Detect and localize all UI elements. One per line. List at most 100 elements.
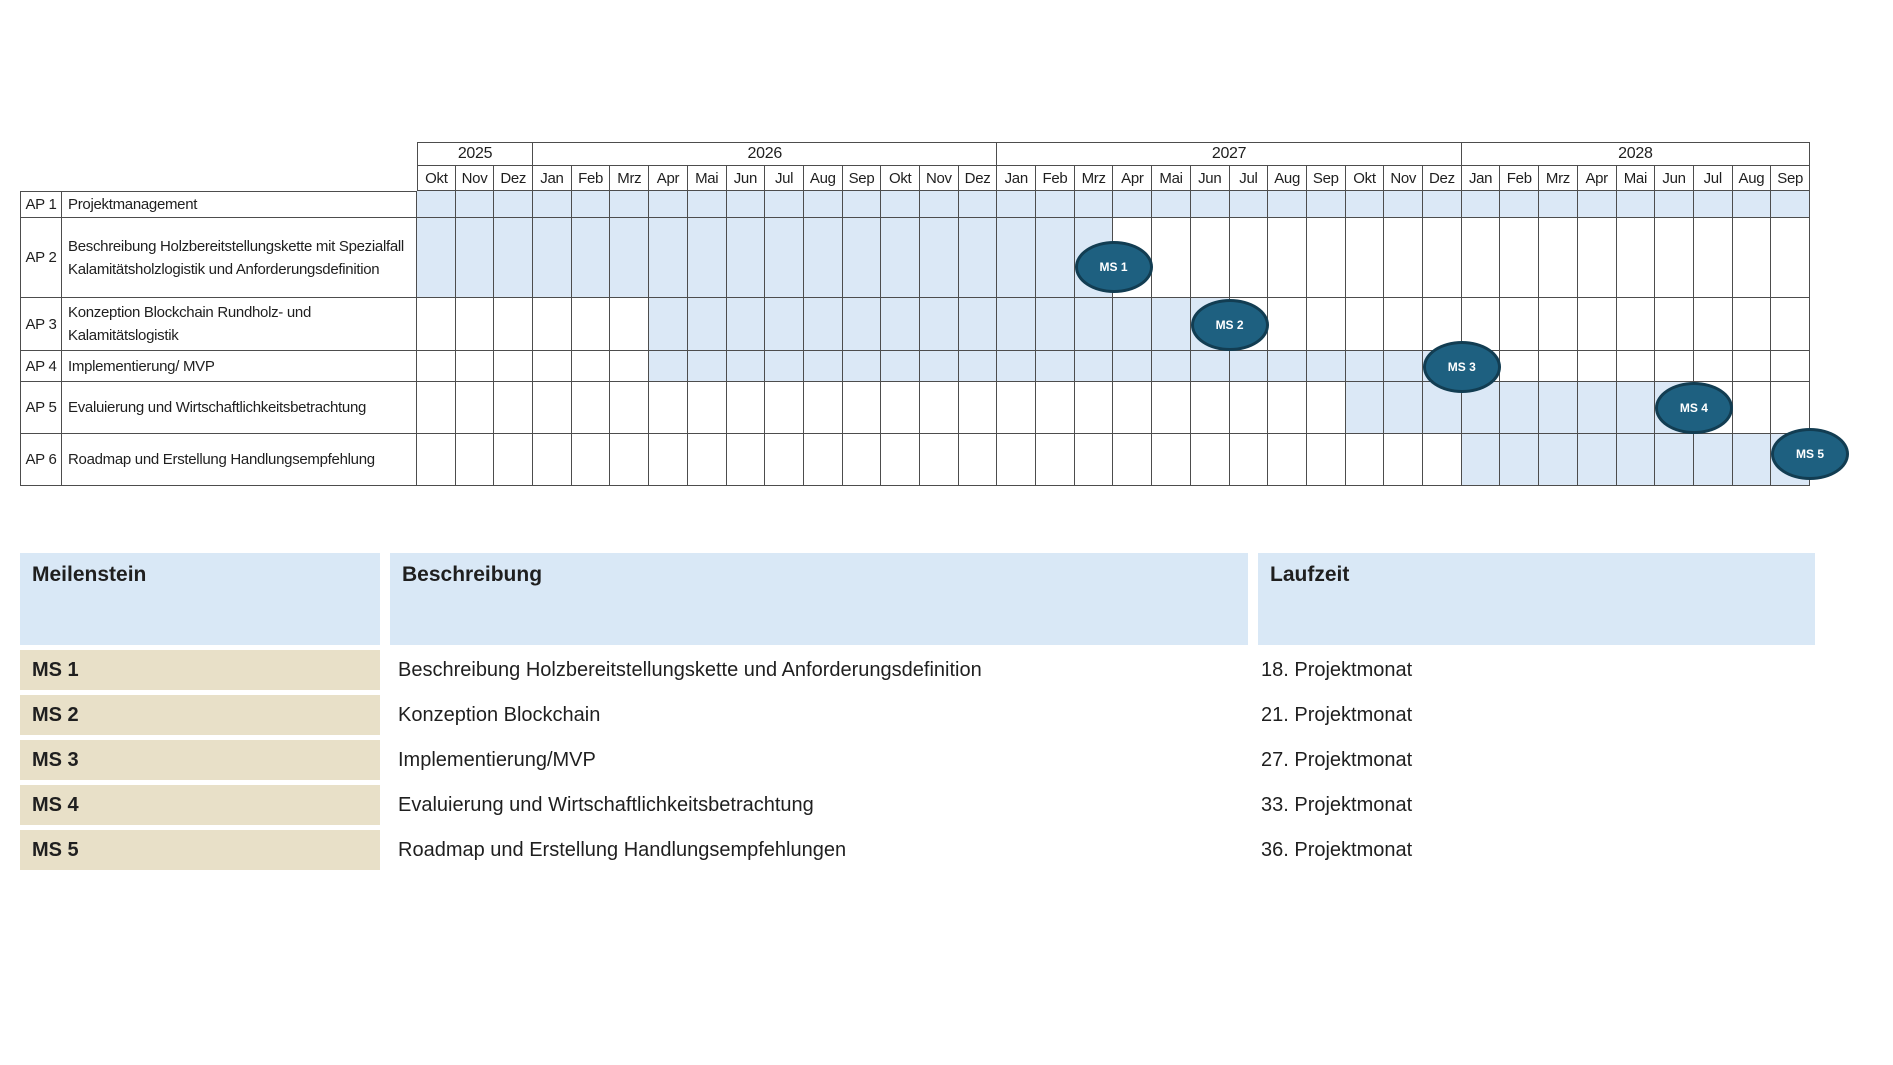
gantt-bar-cell: [881, 351, 921, 382]
gantt-bar-cell: [455, 191, 495, 218]
gantt-bar-cell: [1152, 351, 1191, 382]
milestone-description-cell: Roadmap und Erstellung Handlungsempfehlu…: [398, 838, 847, 861]
gantt-bar-cell: [1074, 298, 1114, 351]
gantt-bar-cell: [1539, 191, 1578, 218]
gantt-bar-cell: [1345, 191, 1385, 218]
gantt-empty-cell: [455, 351, 495, 382]
gantt-empty-cell: [1655, 351, 1694, 382]
milestone-description-cell: Evaluierung und Wirtschaftlichkeitsbetra…: [398, 793, 814, 816]
gantt-empty-cell: [1732, 298, 1772, 351]
gantt-bar-cell: [1732, 434, 1772, 486]
year-header-2028: 2028: [1461, 142, 1810, 166]
milestone-id-cell: MS 1: [20, 650, 380, 690]
gantt-bar-cell: [533, 191, 572, 218]
gantt-empty-cell: [997, 382, 1037, 434]
gantt-empty-cell: [1306, 298, 1346, 351]
gantt-empty-cell: [687, 434, 727, 486]
gantt-empty-cell: [1577, 351, 1617, 382]
gantt-bar-cell: [571, 191, 611, 218]
gantt-empty-cell: [1577, 218, 1617, 298]
gantt-bar-cell: [881, 218, 921, 298]
gantt-empty-cell: [726, 382, 766, 434]
month-header-cell: Nov: [1384, 166, 1424, 191]
gantt-empty-cell: [1190, 218, 1230, 298]
gantt-bar-cell: [765, 218, 804, 298]
milestone-id-cell: MS 2: [20, 695, 380, 735]
gantt-empty-cell: [1732, 351, 1772, 382]
gantt-bar-cell: [1655, 434, 1694, 486]
ap-row-id: AP 2: [20, 218, 62, 298]
gantt-empty-cell: [920, 382, 959, 434]
gantt-empty-cell: [455, 382, 495, 434]
gantt-empty-cell: [1152, 434, 1191, 486]
month-header-cell: Apr: [1577, 166, 1617, 191]
gantt-empty-cell: [1655, 218, 1694, 298]
gantt-empty-cell: [417, 382, 456, 434]
milestone-marker-ms1: MS 1: [1074, 241, 1153, 293]
gantt-empty-cell: [610, 298, 650, 351]
gantt-bar-cell: [997, 298, 1037, 351]
month-header-cell: Mrz: [1074, 166, 1114, 191]
gantt-empty-cell: [842, 382, 882, 434]
gantt-bar-cell: [687, 218, 727, 298]
gantt-empty-cell: [1036, 434, 1075, 486]
gantt-empty-cell: [842, 434, 882, 486]
gantt-bar-cell: [1113, 191, 1153, 218]
month-header-cell: Mai: [1152, 166, 1191, 191]
gantt-empty-cell: [1423, 434, 1462, 486]
milestone-table-row: MS 2 Konzeption Blockchain 21. Projektmona…: [20, 695, 1815, 735]
gantt-bar-cell: [1461, 434, 1501, 486]
ap-row-label: Implementierung/ MVP: [62, 351, 417, 382]
gantt-empty-cell: [803, 382, 843, 434]
gantt-bar-cell: [1229, 351, 1269, 382]
gantt-bar-cell: [958, 351, 998, 382]
gantt-bar-cell: [1771, 191, 1810, 218]
gantt-empty-cell: [726, 434, 766, 486]
gantt-bar-cell: [1152, 191, 1191, 218]
gantt-bar-cell: [1074, 351, 1114, 382]
month-header-cell: Aug: [1732, 166, 1772, 191]
gantt-bar-cell: [842, 218, 882, 298]
gantt-empty-cell: [1229, 382, 1269, 434]
month-header-cell: Jun: [1655, 166, 1694, 191]
gantt-bar-cell: [997, 191, 1037, 218]
gantt-empty-cell: [417, 351, 456, 382]
gantt-bar-cell: [1229, 191, 1269, 218]
milestone-table-header-row: Meilenstein Beschreibung Laufzeit: [20, 553, 1815, 645]
month-header-cell: Mrz: [1539, 166, 1578, 191]
gantt-empty-cell: [533, 351, 572, 382]
gantt-bar-cell: [726, 218, 766, 298]
gantt-bar-cell: [1577, 382, 1617, 434]
gantt-chart: 2025 2026 2027 2028 Okt Nov Dez Jan Feb Mrz Apr Mai…: [20, 142, 1849, 486]
gantt-bar-cell: [1190, 351, 1230, 382]
gantt-empty-cell: [494, 382, 534, 434]
gantt-empty-cell: [920, 434, 959, 486]
gantt-bar-cell: [1036, 191, 1075, 218]
month-header-cell: Feb: [571, 166, 611, 191]
milestone-description-cell: Beschreibung Holzbereitstellungskette un…: [398, 658, 982, 681]
gantt-empty-cell: [997, 434, 1037, 486]
month-header-cell: Dez: [1423, 166, 1462, 191]
gantt-bar-cell: [1693, 434, 1733, 486]
gantt-empty-cell: [1539, 218, 1578, 298]
month-header-cell: Feb: [1500, 166, 1540, 191]
ap-row-label: Konzeption Blockchain Rundholz- und Kala…: [62, 298, 417, 351]
month-header-cell: Nov: [455, 166, 495, 191]
gantt-empty-cell: [765, 434, 804, 486]
gantt-empty-cell: [881, 382, 921, 434]
gantt-empty-cell: [1074, 434, 1114, 486]
gantt-empty-cell: [417, 298, 456, 351]
month-header-cell: Aug: [803, 166, 843, 191]
month-header-cell: Nov: [920, 166, 959, 191]
gantt-bar-cell: [533, 218, 572, 298]
milestone-duration-cell: 27. Projektmonat: [1261, 748, 1413, 771]
month-header-cell: Sep: [1771, 166, 1810, 191]
column-header-meilenstein: Meilenstein: [20, 553, 380, 645]
milestone-id-cell: MS 3: [20, 740, 380, 780]
gantt-empty-cell: [1577, 298, 1617, 351]
month-header-cell: Feb: [1036, 166, 1075, 191]
gantt-header-spacer: [20, 142, 417, 191]
milestone-marker-ms3: MS 3: [1422, 340, 1501, 393]
gantt-bar-cell: [1113, 298, 1153, 351]
gantt-bar-cell: [1152, 298, 1191, 351]
